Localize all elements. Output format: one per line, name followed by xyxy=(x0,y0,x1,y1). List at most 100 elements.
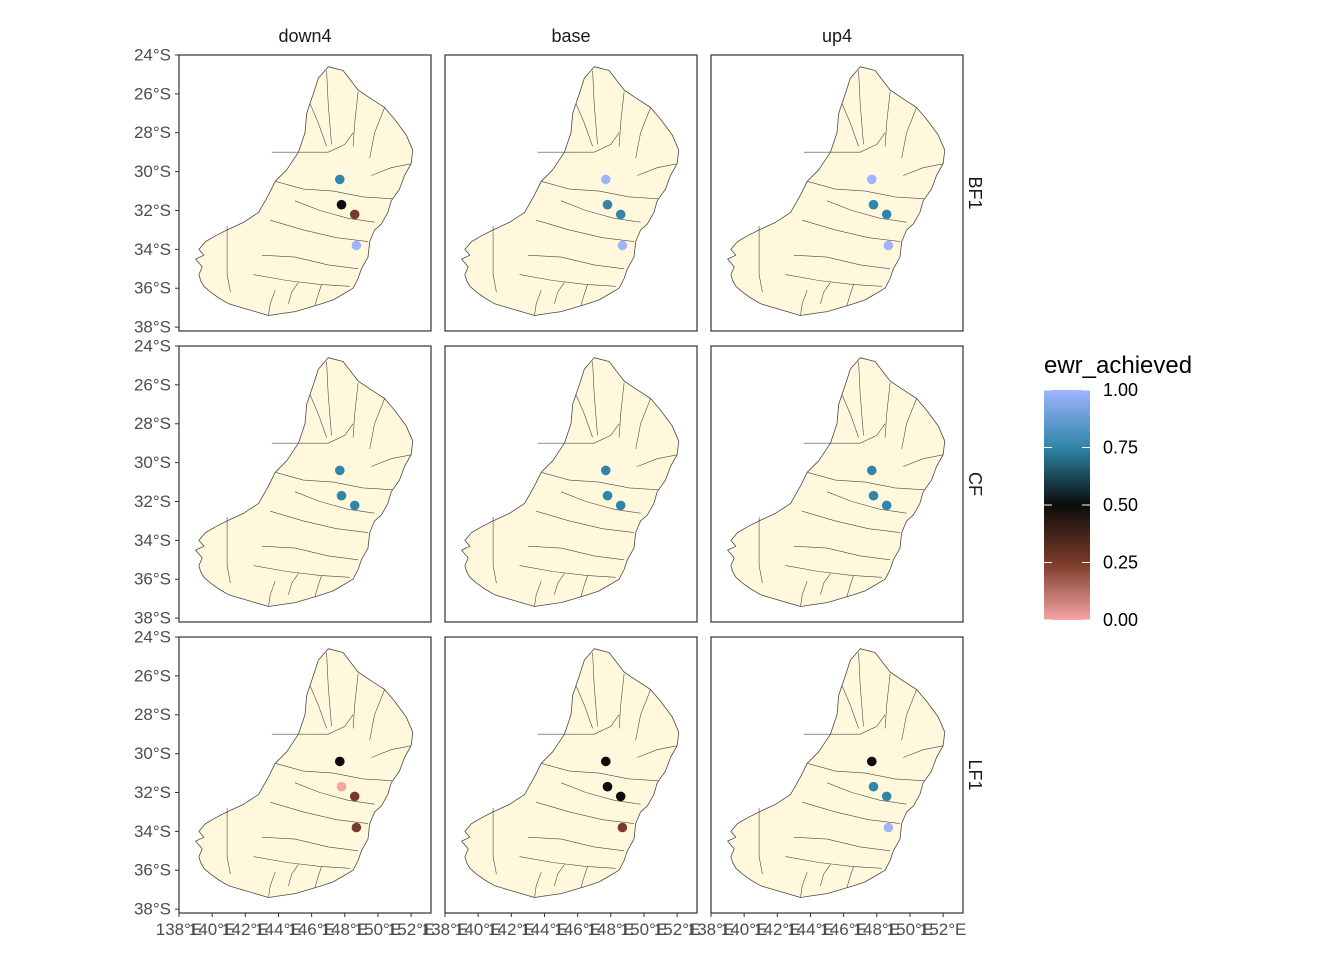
data-point xyxy=(349,209,360,220)
catchment-boundary xyxy=(270,801,369,824)
y-tick-label: 36°S xyxy=(134,570,171,589)
catchment-boundary xyxy=(536,510,635,533)
y-tick-label: 30°S xyxy=(134,162,171,181)
data-point xyxy=(601,465,611,476)
y-tick-label: 34°S xyxy=(134,240,171,259)
data-point xyxy=(349,500,360,511)
catchment-boundary xyxy=(314,866,322,888)
catchment-boundary xyxy=(785,565,882,578)
catchment-boundary xyxy=(253,856,350,869)
catchment-boundary xyxy=(618,382,625,438)
panel-border xyxy=(444,345,698,623)
data-point xyxy=(601,756,611,767)
catchment-boundary xyxy=(635,689,651,741)
panel-BF1-base xyxy=(444,54,698,332)
catchment-boundary xyxy=(901,107,917,159)
catchment-boundary xyxy=(271,423,354,444)
catchment-boundary xyxy=(800,581,808,607)
catchment-boundary xyxy=(537,714,620,735)
catchment-boundary xyxy=(802,801,901,824)
catchment-boundary xyxy=(560,491,641,514)
y-tick-label: 34°S xyxy=(134,822,171,841)
catchment-boundary xyxy=(275,763,393,782)
catchment-boundary xyxy=(253,565,350,578)
catchment-boundary xyxy=(580,575,588,597)
x-tick-label: 146°E xyxy=(820,920,867,939)
panel-border xyxy=(178,636,432,914)
catchment-boundary xyxy=(371,454,412,467)
data-point xyxy=(602,490,613,501)
catchment-boundary xyxy=(519,565,616,578)
catchment-boundary xyxy=(637,745,678,758)
data-point xyxy=(602,199,613,210)
catchment-boundary xyxy=(785,856,882,869)
catchment-boundary xyxy=(554,864,565,886)
panel-CF-down4 xyxy=(178,345,432,623)
catchment-boundary xyxy=(294,782,375,805)
catchment-boundary xyxy=(541,472,659,491)
x-tick-label: 146°E xyxy=(288,920,335,939)
facet-column-label-down4: down4 xyxy=(278,26,331,46)
catchment-boundary xyxy=(261,254,359,270)
catchment-boundary xyxy=(534,290,542,316)
y-tick-label: 38°S xyxy=(134,318,171,337)
catchment-boundary xyxy=(758,808,763,875)
facet-row-label-LF1: LF1 xyxy=(965,759,985,790)
y-tick-label: 30°S xyxy=(134,744,171,763)
panel-CF-base xyxy=(444,345,698,623)
facet-column-label-up4: up4 xyxy=(822,26,852,46)
x-tick-label: 148°E xyxy=(322,920,369,939)
catchment-boundary xyxy=(820,864,831,886)
catchment-boundary xyxy=(884,382,891,438)
catchment-boundary xyxy=(803,714,886,735)
panel-LF1-up4 xyxy=(710,636,964,914)
data-point xyxy=(883,240,894,251)
axes-layer: down4 base up4 BF1 CF LF1 24°S 26°S 28°S 30°S 32°S… xyxy=(134,26,985,939)
catchment-boundary xyxy=(903,454,944,467)
catchment-boundary xyxy=(858,361,864,436)
catchment-boundary xyxy=(369,107,385,159)
catchment-boundary xyxy=(253,274,350,287)
data-point xyxy=(883,822,894,833)
x-tick-label: 148°E xyxy=(854,920,901,939)
catchment-boundary xyxy=(560,782,641,805)
data-point xyxy=(868,199,879,210)
facet-column-label-base: base xyxy=(551,26,590,46)
catchment-boundary xyxy=(807,181,925,200)
data-point xyxy=(336,781,347,792)
catchment-boundary xyxy=(846,866,854,888)
catchment-boundary xyxy=(618,91,625,147)
catchment-boundary xyxy=(884,673,891,729)
data-point xyxy=(336,490,347,501)
x-tick-label: 142°E xyxy=(488,920,535,939)
y-tick-label: 38°S xyxy=(134,900,171,919)
catchment-boundary xyxy=(226,226,231,293)
y-tick-label: 26°S xyxy=(134,84,171,103)
x-tick-label: 152°E xyxy=(654,920,701,939)
x-tick-label: 140°E xyxy=(189,920,236,939)
catchment-boundary xyxy=(793,254,891,270)
catchment-boundary xyxy=(314,575,322,597)
x-tick-label: 140°E xyxy=(455,920,502,939)
catchment-boundary xyxy=(580,284,588,306)
data-point xyxy=(617,240,628,251)
catchment-boundary xyxy=(901,398,917,450)
y-tick-label: 28°S xyxy=(134,123,171,142)
catchment-boundary xyxy=(592,70,598,145)
panel-BF1-down4 xyxy=(178,54,432,332)
catchment-boundary xyxy=(635,398,651,450)
data-point xyxy=(615,500,626,511)
x-tick-label: 144°E xyxy=(255,920,302,939)
legend-label: 1.00 xyxy=(1103,380,1138,400)
catchment-boundary xyxy=(371,745,412,758)
y-tick-label: 36°S xyxy=(134,279,171,298)
catchment-boundary xyxy=(800,290,808,316)
catchment-boundary xyxy=(758,517,763,584)
panels-layer xyxy=(178,54,964,914)
y-tick-label: 24°S xyxy=(134,46,171,65)
catchment-boundary xyxy=(575,685,593,729)
catchment-boundary xyxy=(519,274,616,287)
data-point xyxy=(335,174,345,185)
